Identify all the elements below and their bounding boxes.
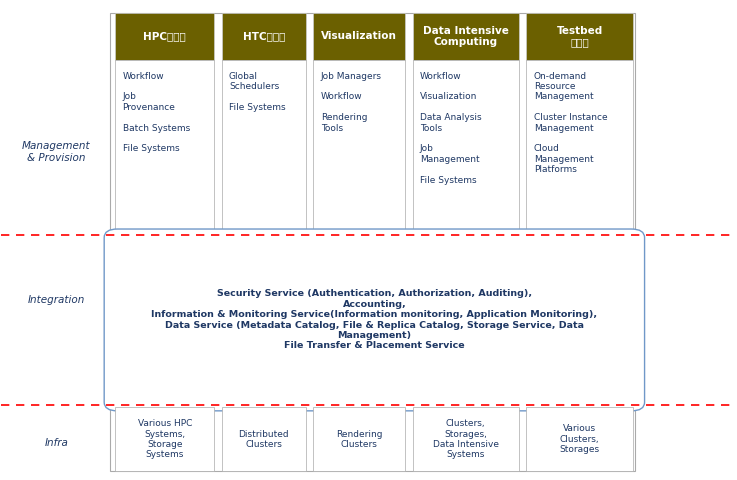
Text: HTC서비스: HTC서비스 xyxy=(242,32,285,41)
Text: Rendering
Clusters: Rendering Clusters xyxy=(336,430,383,449)
FancyBboxPatch shape xyxy=(413,60,519,233)
FancyBboxPatch shape xyxy=(313,13,405,60)
Text: HPC서비스: HPC서비스 xyxy=(144,32,186,41)
Text: Global
Schedulers

File Systems: Global Schedulers File Systems xyxy=(229,72,286,112)
FancyBboxPatch shape xyxy=(413,407,519,471)
FancyBboxPatch shape xyxy=(115,407,214,471)
FancyBboxPatch shape xyxy=(104,229,645,411)
Text: Various HPC
Systems,
Storage
Systems: Various HPC Systems, Storage Systems xyxy=(138,419,192,459)
FancyBboxPatch shape xyxy=(115,13,214,60)
Text: Job Managers

Workflow

Rendering
Tools: Job Managers Workflow Rendering Tools xyxy=(321,72,382,132)
Text: Security Service (Authentication, Authorization, Auditing),
Accounting,
Informat: Security Service (Authentication, Author… xyxy=(151,289,598,350)
FancyBboxPatch shape xyxy=(222,60,306,233)
FancyBboxPatch shape xyxy=(526,13,633,60)
Text: Various
Clusters,
Storages: Various Clusters, Storages xyxy=(559,424,600,454)
FancyBboxPatch shape xyxy=(413,13,519,60)
FancyBboxPatch shape xyxy=(526,60,633,233)
Text: On-demand
Resource
Management

Cluster Instance
Management

Cloud
Management
Pla: On-demand Resource Management Cluster In… xyxy=(534,72,607,174)
Text: Workflow

Job
Provenance

Batch Systems

File Systems: Workflow Job Provenance Batch Systems Fi… xyxy=(122,72,190,153)
Text: Distributed
Clusters: Distributed Clusters xyxy=(239,430,289,449)
Text: Integration: Integration xyxy=(28,295,85,305)
Text: Clusters,
Storages,
Data Intensive
Systems: Clusters, Storages, Data Intensive Syste… xyxy=(433,419,499,459)
Text: Workflow

Visualization

Data Analysis
Tools

Job
Management

File Systems: Workflow Visualization Data Analysis Too… xyxy=(420,72,481,184)
Text: Management
& Provision: Management & Provision xyxy=(22,141,91,163)
Text: Data Intensive
Computing: Data Intensive Computing xyxy=(423,25,509,47)
FancyBboxPatch shape xyxy=(222,407,306,471)
Text: Infra: Infra xyxy=(44,438,69,448)
FancyBboxPatch shape xyxy=(222,13,306,60)
FancyBboxPatch shape xyxy=(526,407,633,471)
Text: Testbed
서비스: Testbed 서비스 xyxy=(556,25,603,47)
FancyBboxPatch shape xyxy=(313,407,405,471)
FancyBboxPatch shape xyxy=(313,60,405,233)
Text: Visualization: Visualization xyxy=(321,32,397,41)
FancyBboxPatch shape xyxy=(115,60,214,233)
